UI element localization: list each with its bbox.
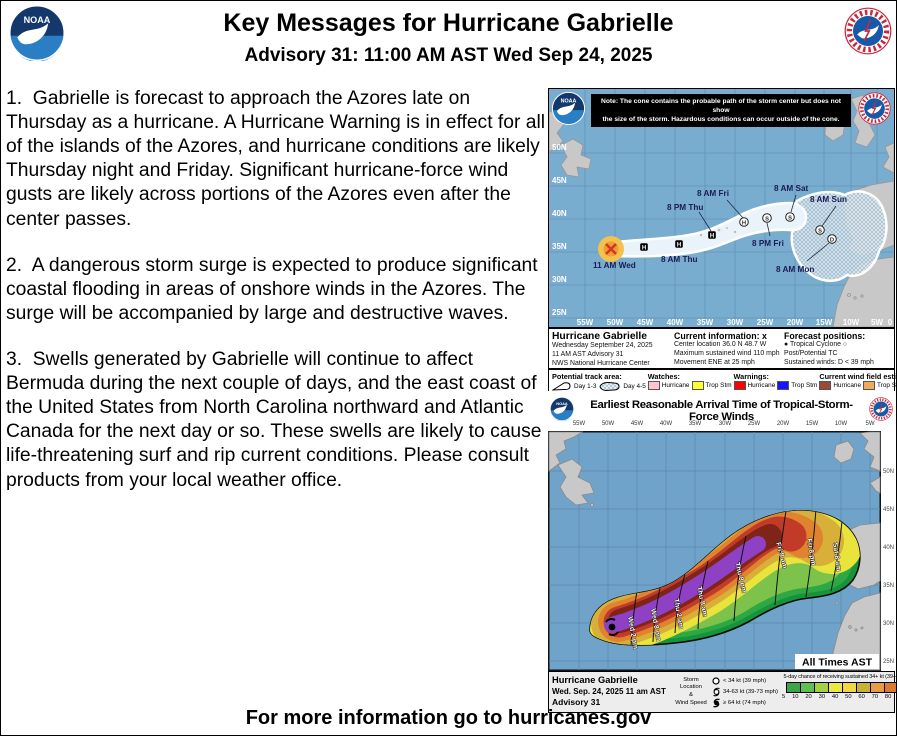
current-position-marker xyxy=(598,236,624,262)
label-8am-sat: 8 AM Sat xyxy=(774,184,809,193)
svg-text:30N: 30N xyxy=(552,275,567,284)
svg-text:H: H xyxy=(677,243,681,249)
arrival-longitude-labels: 55W 50W 45W 40W 35W 30W 25W 20W 15W 10W … xyxy=(572,421,875,427)
cone-day4-5-glyph xyxy=(599,381,620,391)
svg-text:15W: 15W xyxy=(816,318,833,327)
svg-text:35N: 35N xyxy=(552,242,567,251)
track-time-labels: 11 AM Wed 8 AM Thu 8 PM Thu 8 AM Fri 8 P… xyxy=(593,184,847,274)
forecast-cone-map: Note: The cone contains the probable pat… xyxy=(548,88,896,392)
cone-day4-5-area xyxy=(790,190,888,283)
svg-text:25N: 25N xyxy=(552,308,567,317)
arrival-info-bar: Hurricane Gabrielle Wed. Sep. 24, 2025 1… xyxy=(548,671,896,713)
warning-tropstm-swatch xyxy=(777,381,790,390)
forecast-positions-title: Forecast positions: xyxy=(784,331,866,341)
svg-text:20W: 20W xyxy=(787,318,804,327)
label-8am-thu: 8 AM Thu xyxy=(661,255,698,264)
cone-disclaimer-note: Note: The cone contains the probable pat… xyxy=(591,94,851,128)
warning-hurricane-swatch xyxy=(733,381,746,390)
cone-legend: Potential track area: Day 1-3 Day 4-5 Wa… xyxy=(549,368,896,392)
longitude-labels: 55W 50W 45W 40W 35W 30W 25W 20W 15W 10W … xyxy=(577,318,893,327)
svg-text:H: H xyxy=(710,234,714,240)
nws-logo xyxy=(844,7,892,55)
nws-logo xyxy=(869,397,893,421)
cone-day1-3-area xyxy=(603,201,808,258)
svg-text:5W: 5W xyxy=(871,318,883,327)
probability-scale-title: 5-day chance of receiving sustained 34+ … xyxy=(783,674,896,680)
svg-text:30W: 30W xyxy=(727,318,744,327)
svg-text:All Times AST: All Times AST xyxy=(802,657,873,669)
key-message-2: 2. A dangerous storm surge is expected t… xyxy=(6,254,543,324)
svg-text:25W: 25W xyxy=(757,318,774,327)
svg-text:0: 0 xyxy=(888,318,893,327)
windfield-tropstm-swatch xyxy=(863,381,876,390)
current-info-title: Current information: x xyxy=(674,331,767,341)
svg-text:45W: 45W xyxy=(637,318,654,327)
svg-text:H: H xyxy=(742,220,746,226)
svg-text:S: S xyxy=(818,228,822,234)
svg-text:35W: 35W xyxy=(697,318,714,327)
key-message-3: 3. Swells generated by Gabrielle will co… xyxy=(6,348,547,491)
arrival-swath: Wed 2 pm Wed 8 pm Thu 2 am Thu 8 am Thu … xyxy=(589,509,861,650)
svg-text:40N: 40N xyxy=(552,209,567,218)
forecast-points-filled: H H H xyxy=(640,231,716,252)
depression-icon xyxy=(712,677,720,685)
label-8am-sun: 8 AM Sun xyxy=(810,195,847,204)
storm-name: Hurricane Gabrielle xyxy=(552,675,638,685)
noaa-logo xyxy=(550,397,574,421)
svg-text:35N: 35N xyxy=(883,583,894,589)
svg-text:50N: 50N xyxy=(552,143,567,152)
tropical-storm-icon xyxy=(713,687,720,697)
label-8pm-fri: 8 PM Fri xyxy=(752,239,784,248)
label-11am-wed: 11 AM Wed xyxy=(593,261,636,270)
svg-text:S: S xyxy=(788,215,792,221)
label-8am-fri: 8 AM Fri xyxy=(697,189,729,198)
all-times-note: All Times AST xyxy=(795,654,879,669)
windfield-hurricane-swatch xyxy=(819,381,832,390)
svg-text:40W: 40W xyxy=(667,318,684,327)
footer-text: For more information go to hurricanes.go… xyxy=(245,707,652,729)
label-leader-lines xyxy=(698,194,837,262)
svg-text:25N: 25N xyxy=(883,659,894,665)
svg-text:Sat 8 am: Sat 8 am xyxy=(831,542,842,571)
forecast-points-open: H S S S D xyxy=(739,212,837,244)
label-8am-mon: 8 AM Mon xyxy=(776,265,814,274)
svg-text:H: H xyxy=(642,246,646,252)
hurricane-symbol xyxy=(605,617,619,637)
noaa-logo xyxy=(9,5,65,61)
arrival-time-map: Earliest Reasonable Arrival Time of Trop… xyxy=(548,395,896,713)
nws-logo xyxy=(858,92,891,125)
svg-text:50W: 50W xyxy=(607,318,624,327)
svg-text:S: S xyxy=(765,216,769,222)
watch-hurricane-swatch xyxy=(647,381,660,390)
arrival-latitude-labels: 50N 45N 40N 35N 30N 25N xyxy=(883,469,894,665)
arrival-map-title: Earliest Reasonable Arrival Time of Trop… xyxy=(590,399,853,423)
svg-text:10W: 10W xyxy=(843,318,860,327)
svg-text:40N: 40N xyxy=(883,545,894,551)
key-message-1: 1. Gabrielle is forecast to approach the… xyxy=(6,88,546,230)
hurricane-icon xyxy=(713,698,720,708)
svg-text:30N: 30N xyxy=(883,621,894,627)
advisory-subtitle: Advisory 31: 11:00 AM AST Wed Sep 24, 20… xyxy=(244,45,653,66)
svg-text:55W: 55W xyxy=(577,318,594,327)
arrival-map-canvas: Wed 2 pm Wed 8 pm Thu 2 am Thu 8 am Thu … xyxy=(548,431,894,671)
key-messages-text: 1. Gabrielle is forecast to approach the… xyxy=(6,87,546,515)
page-title: Key Messages for Hurricane Gabrielle xyxy=(223,9,674,37)
storm-name: Hurricane Gabrielle xyxy=(552,331,647,342)
cone-day1-3-glyph xyxy=(552,382,571,391)
storm-info-box: Hurricane Gabrielle Wednesday September … xyxy=(549,327,894,384)
noaa-logo xyxy=(552,92,585,125)
svg-text:D: D xyxy=(830,237,834,243)
svg-text:45N: 45N xyxy=(552,176,567,185)
svg-text:50N: 50N xyxy=(883,469,894,475)
latitude-labels: 50N 45N 40N 35N 30N 25N xyxy=(552,143,567,317)
watch-tropstm-swatch xyxy=(691,381,704,390)
probability-color-scale xyxy=(786,682,896,693)
svg-text:45N: 45N xyxy=(883,507,894,513)
label-8pm-thu: 8 PM Thu xyxy=(667,203,703,212)
